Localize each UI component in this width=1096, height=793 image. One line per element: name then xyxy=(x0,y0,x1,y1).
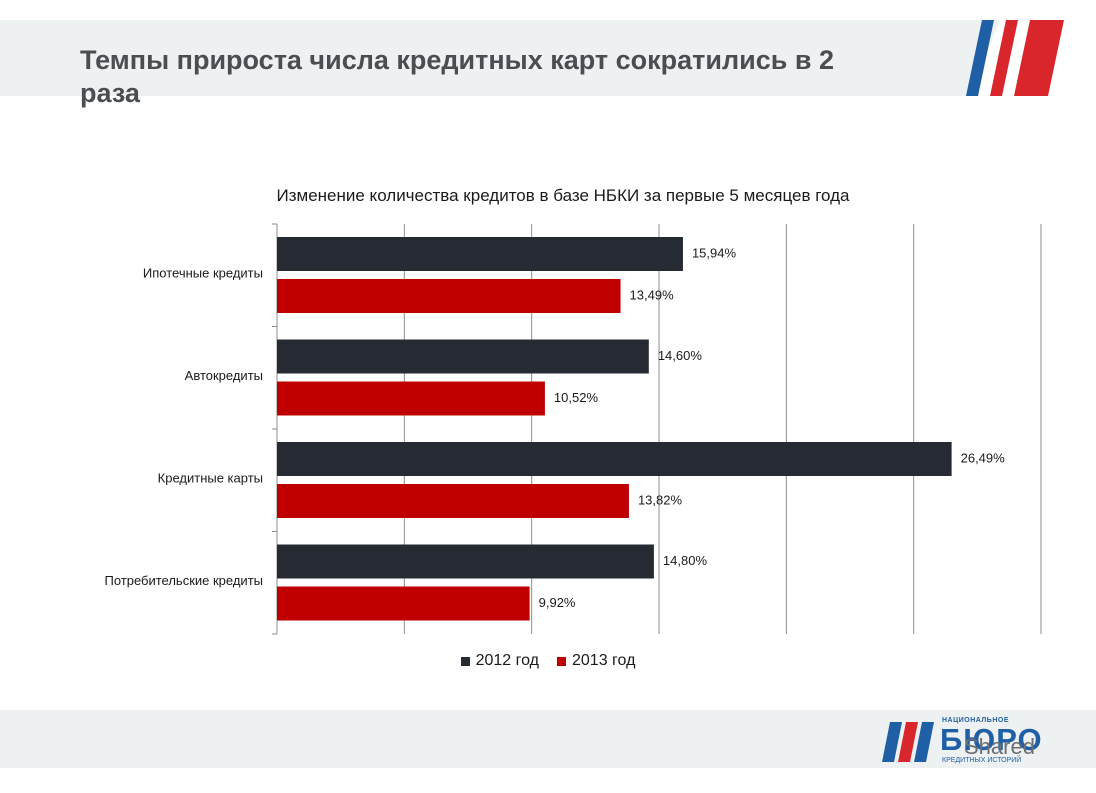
data-label: 13,82% xyxy=(638,492,683,507)
category-label: Кредитные карты xyxy=(158,471,263,486)
category-label: Потребительские кредиты xyxy=(104,573,263,588)
legend-swatch-2012 xyxy=(460,656,470,666)
bar-2013 xyxy=(277,586,530,621)
legend-item-2013: 2013 год xyxy=(557,652,635,670)
bar-2013 xyxy=(277,484,629,518)
data-label: 13,49% xyxy=(630,287,675,302)
logo-line-2: БЮРО xyxy=(940,722,1043,757)
data-label: 26,49% xyxy=(961,450,1006,465)
logo-line-3: КРЕДИТНЫХ ИСТОРИЙ xyxy=(942,757,1022,764)
flag-stripes-icon xyxy=(966,20,1064,96)
chart-legend: 2012 год 2013 год xyxy=(0,652,1096,670)
data-label: 10,52% xyxy=(554,390,599,405)
bar-2012 xyxy=(277,339,649,374)
data-label: 15,94% xyxy=(692,245,737,260)
data-label: 14,60% xyxy=(658,348,703,363)
chart-title: Изменение количества кредитов в базе НБК… xyxy=(276,186,850,205)
bar-2013 xyxy=(277,381,545,416)
bureau-logo-icon xyxy=(882,722,934,762)
watermark: Shared xyxy=(964,734,1035,759)
data-label: 9,92% xyxy=(539,595,576,610)
legend-label-2012: 2012 год xyxy=(475,652,539,669)
category-label: Ипотечные кредиты xyxy=(143,266,263,281)
category-label: Автокредиты xyxy=(185,368,263,383)
bar-2012 xyxy=(277,442,952,476)
legend-item-2012: 2012 год xyxy=(460,652,539,670)
bar-2012 xyxy=(277,544,654,579)
slide-title: Темпы прироста числа кредитных карт сокр… xyxy=(80,45,834,108)
title-band xyxy=(0,20,1000,96)
logo-line-1: НАЦИОНАЛЬНОЕ xyxy=(942,717,1010,724)
bar-2013 xyxy=(277,279,621,313)
bar-2012 xyxy=(277,237,683,271)
legend-label-2013: 2013 год xyxy=(572,652,636,669)
data-label: 14,80% xyxy=(663,553,708,568)
legend-swatch-2013 xyxy=(557,656,566,666)
